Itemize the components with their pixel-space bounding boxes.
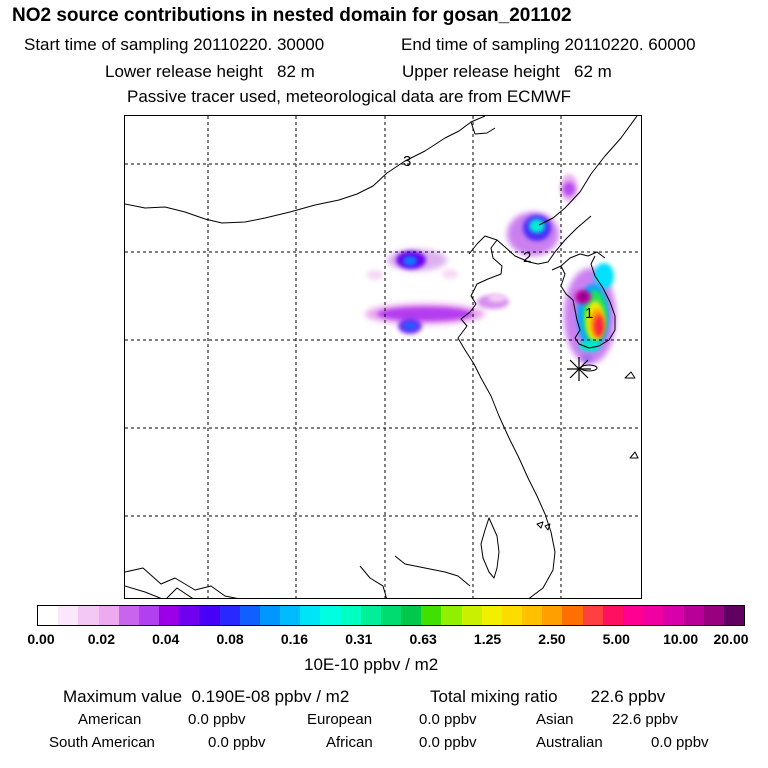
plume-west-faint (442, 269, 458, 279)
max-value-text: Maximum value 0.190E-08 ppbv / m2 (63, 687, 350, 706)
colorbar-cell (380, 606, 402, 625)
colorbar-cell (501, 606, 523, 625)
grid-lines (125, 116, 641, 598)
end-time-text: End time of sampling 20110220. 60000 (401, 35, 696, 54)
colorbar-cell (300, 606, 321, 625)
colorbar-cell (280, 606, 301, 625)
african-label: African (326, 734, 373, 751)
colorbar-tick-label: 2.50 (538, 631, 566, 647)
plume-north-core (403, 256, 417, 266)
asian-label: Asian (536, 711, 574, 728)
colorbar-cell (219, 606, 240, 625)
australian-label: Australian (536, 734, 603, 751)
lower-release-text: Lower release height 82 m (105, 62, 315, 81)
colorbar-tick-label: 0.04 (152, 631, 180, 647)
colorbar-cell (441, 606, 462, 625)
asian-value: 22.6 ppbv (612, 711, 678, 728)
colorbar-unit-label: 10E-10 ppbv / m2 (304, 655, 439, 674)
colorbar-cell (582, 606, 603, 625)
colorbar-tick-label: 0.31 (345, 631, 373, 647)
colorbar-cell (663, 606, 684, 625)
colorbar-cell (542, 606, 563, 625)
colorbar-cell (320, 606, 341, 625)
colorbar-cell (703, 606, 724, 625)
contour-label-1: 1 (585, 305, 593, 322)
colorbar-cell (118, 606, 139, 625)
australian-value: 0.0 ppbv (651, 734, 709, 751)
colorbar-cell (78, 606, 99, 625)
total-mixing-text: Total mixing ratio 22.6 ppbv (430, 687, 666, 706)
plume-korea-south (579, 340, 601, 352)
plume-seoul-core (579, 293, 587, 301)
colorbar-tick-label: 0.08 (216, 631, 244, 647)
start-time-text: Start time of sampling 20110220. 30000 (24, 35, 325, 54)
african-value: 0.0 ppbv (419, 734, 477, 751)
colorbar-cell (622, 606, 644, 625)
european-value: 0.0 ppbv (419, 711, 477, 728)
tracer-note-text: Passive tracer used, meteorological data… (127, 87, 572, 106)
colorbar-cell (562, 606, 583, 625)
plume-west-faint (367, 270, 383, 280)
colorbar-cell (602, 606, 623, 625)
colorbar-tick-label: 1.25 (473, 631, 502, 647)
page-title: NO2 source contributions in nested domai… (12, 5, 572, 26)
american-label: American (78, 711, 142, 728)
colorbar-cell (481, 606, 502, 625)
map-panel: 3 2 1 (124, 115, 642, 599)
colorbar-tick-label: 0.02 (87, 631, 115, 647)
colorbar-cell (723, 606, 745, 625)
plume-layer (365, 174, 616, 364)
colorbar (37, 605, 745, 626)
colorbar-cell (360, 606, 381, 625)
plume-jeju (581, 354, 593, 362)
colorbar-cell (179, 606, 200, 625)
south-american-label: South American (49, 734, 155, 751)
colorbar-cell (643, 606, 664, 625)
plume-west-band (377, 307, 473, 321)
south-american-value: 0.0 ppbv (208, 734, 266, 751)
colorbar-cell (461, 606, 482, 625)
colorbar-cell (98, 606, 119, 625)
colorbar-cell (199, 606, 220, 625)
colorbar-cell (421, 606, 442, 625)
plume-korea-red (594, 315, 604, 337)
plume-manchuria-core (529, 219, 545, 233)
colorbar-tick-label: 0.63 (409, 631, 437, 647)
colorbar-cell (401, 606, 422, 625)
upper-release-text: Upper release height 62 m (402, 62, 612, 81)
colorbar-tick-label: 0.16 (280, 631, 309, 647)
colorbar-cell (683, 606, 704, 625)
contour-label-2: 2 (523, 249, 531, 266)
colorbar-cell (159, 606, 180, 625)
colorbar-cell (138, 606, 160, 625)
asterisk-icon (567, 357, 591, 381)
colorbar-cell (58, 606, 79, 625)
plume-west-core (403, 322, 417, 330)
colorbar-tick-label: 20.00 (713, 631, 749, 647)
colorbar-cell (38, 606, 59, 625)
colorbar-cell (522, 606, 543, 625)
plume-manchuria-top-core (563, 182, 575, 196)
colorbar-cell (259, 606, 281, 625)
colorbar-tick-label: 10.00 (663, 631, 699, 647)
colorbar-tick-label: 0.00 (27, 631, 55, 647)
map-canvas: 3 2 1 (125, 116, 641, 598)
american-value: 0.0 ppbv (188, 711, 246, 728)
coastlines (125, 116, 639, 598)
contour-label-3: 3 (403, 153, 411, 170)
colorbar-tick-label: 5.00 (602, 631, 630, 647)
european-label: European (307, 711, 373, 728)
plume-bay-core (488, 294, 506, 302)
colorbar-cell (239, 606, 260, 625)
colorbar-cell (340, 606, 361, 625)
